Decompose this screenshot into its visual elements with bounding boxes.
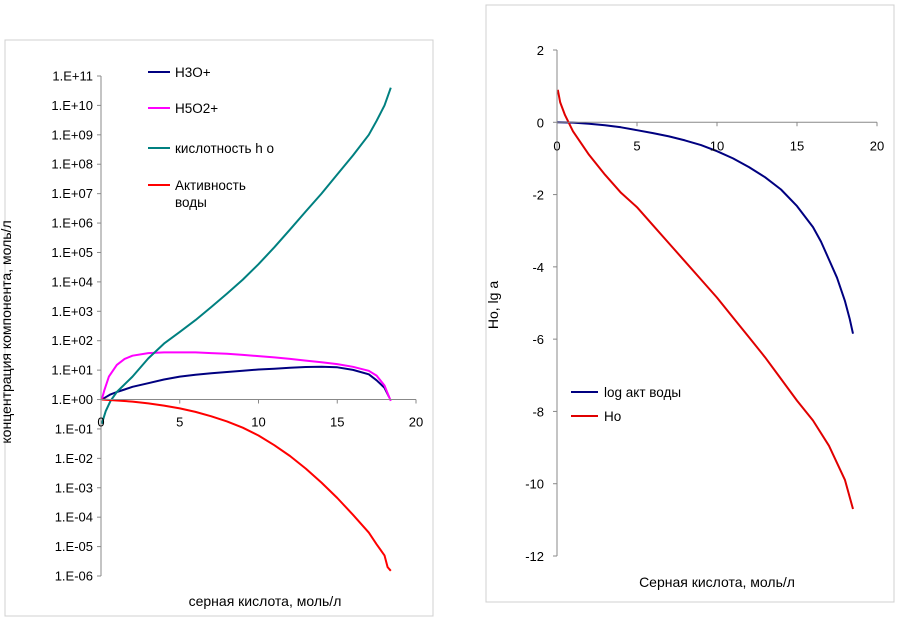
left-chart-x-tick-label: 5: [176, 415, 183, 430]
left-chart-y-tick-label: 1.E-06: [55, 569, 93, 584]
left-chart-legend-label: H3O+: [175, 65, 211, 80]
left-chart-x-tick-label: 20: [409, 415, 423, 430]
right-chart-legend: log акт воды Ho: [571, 385, 681, 424]
right-chart-x-axis-title: Серная кислота, моль/л: [639, 574, 795, 590]
right-chart-x-tick-label: 10: [710, 138, 724, 153]
right-chart-legend-label: Ho: [604, 409, 621, 424]
right-chart-x-tick-label: 0: [553, 138, 560, 153]
left-chart-y-tick-label: 1.E-02: [55, 451, 93, 466]
right-chart-y-tick-label: -10: [525, 477, 544, 492]
left-chart-series-h5o2: [100, 351, 392, 402]
right-chart: 20-2-4-6-8-10-120 5 10 15 20 log акт водыHo …: [485, 43, 884, 590]
left-chart-x-tick-label: 15: [330, 415, 344, 430]
left-chart-y-tick-label: 1.E+09: [51, 127, 93, 142]
left-chart-legend-label: Активность воды: [175, 178, 246, 210]
right-chart-y-axis-title: Ho, lg a: [485, 281, 501, 329]
left-chart-series-кислотность-h-o: [100, 87, 392, 425]
left-chart-legend-label: кислотность h o: [175, 141, 274, 156]
left-chart-y-tick-label: 1.E+03: [51, 304, 93, 319]
left-chart-y-axis-title: концентрация компонента, моль/л: [0, 220, 14, 443]
right-chart-series-log-акт-воды: [556, 121, 854, 334]
left-chart-x-tick-label: 10: [251, 415, 265, 430]
left-chart-x-tick-label: 0: [97, 415, 104, 430]
right-chart-x-tick-label: 20: [870, 138, 884, 153]
left-chart-legend-label-line: H5O2+: [175, 101, 218, 116]
left-chart-y-tick-label: 1.E-01: [55, 421, 93, 436]
left-chart-y-tick-label: 1.E+08: [51, 157, 93, 172]
left-chart-series-активность-воды: [101, 398, 392, 572]
left-chart-y-tick-label: 1.E+11: [52, 69, 93, 84]
left-chart-legend: H3O+ H5O2+ кислотность h o Активность воды: [148, 65, 274, 210]
left-chart-legend-label: H5O2+: [175, 101, 218, 116]
right-chart-y-tick-label: -4: [532, 260, 544, 275]
left-chart-frame: [4, 39, 434, 617]
left-chart-legend-label-line: Активность: [175, 178, 246, 193]
left-chart-y-tick-label: 1.E-03: [55, 480, 93, 495]
right-chart-axes: 20-2-4-6-8-10-120 5 10 15 20: [525, 43, 884, 564]
right-chart-frame: [485, 4, 895, 603]
left-chart-y-tick-label: 1.E-05: [55, 539, 93, 554]
left-chart-series-h3o: [101, 365, 391, 401]
right-chart-y-tick-label: -2: [532, 188, 544, 203]
left-chart-axes: 1.E-06 1.E-05 1.E-04 1.E-03 1.E-02 1.E-01 1.E+…: [51, 69, 423, 584]
left-chart-y-tick-label: 1.E+04: [51, 274, 93, 289]
left-chart: 1.E-06 1.E-05 1.E-04 1.E-03 1.E-02 1.E-01 1.E+…: [0, 65, 423, 609]
left-chart-y-tick-label: 1.E+00: [51, 392, 93, 407]
left-chart-x-axis-title: серная кислота, моль/л: [189, 593, 342, 609]
left-chart-series-group: [100, 87, 392, 572]
right-chart-y-tick-label: -12: [525, 549, 544, 564]
right-chart-y-tick-label: -6: [532, 332, 544, 347]
left-chart-legend-label-line: H3O+: [175, 65, 211, 80]
left-chart-y-tick-label: 1.E+02: [51, 333, 93, 348]
right-chart-y-tick-label: -8: [532, 404, 544, 419]
left-chart-y-tick-label: 1.E+06: [51, 216, 93, 231]
left-chart-legend-label-line: воды: [175, 195, 207, 210]
right-chart-x-tick-label: 5: [633, 138, 640, 153]
left-chart-y-tick-label: 1.E+05: [51, 245, 93, 260]
left-chart-y-tick-label: 1.E+10: [51, 98, 93, 113]
left-chart-y-tick-label: 1.E-04: [55, 510, 93, 525]
right-chart-y-tick-label: 2: [537, 43, 544, 58]
left-chart-y-tick-label: 1.E+01: [51, 363, 93, 378]
right-chart-legend-label: log акт воды: [604, 385, 681, 400]
right-chart-y-tick-label: 0: [537, 115, 544, 130]
right-chart-x-tick-label: 15: [790, 138, 804, 153]
left-chart-y-tick-label: 1.E+07: [51, 186, 93, 201]
right-chart-series-ho: [556, 89, 854, 510]
left-chart-legend-label-line: кислотность h o: [175, 141, 274, 156]
right-chart-series-group: [556, 89, 854, 510]
